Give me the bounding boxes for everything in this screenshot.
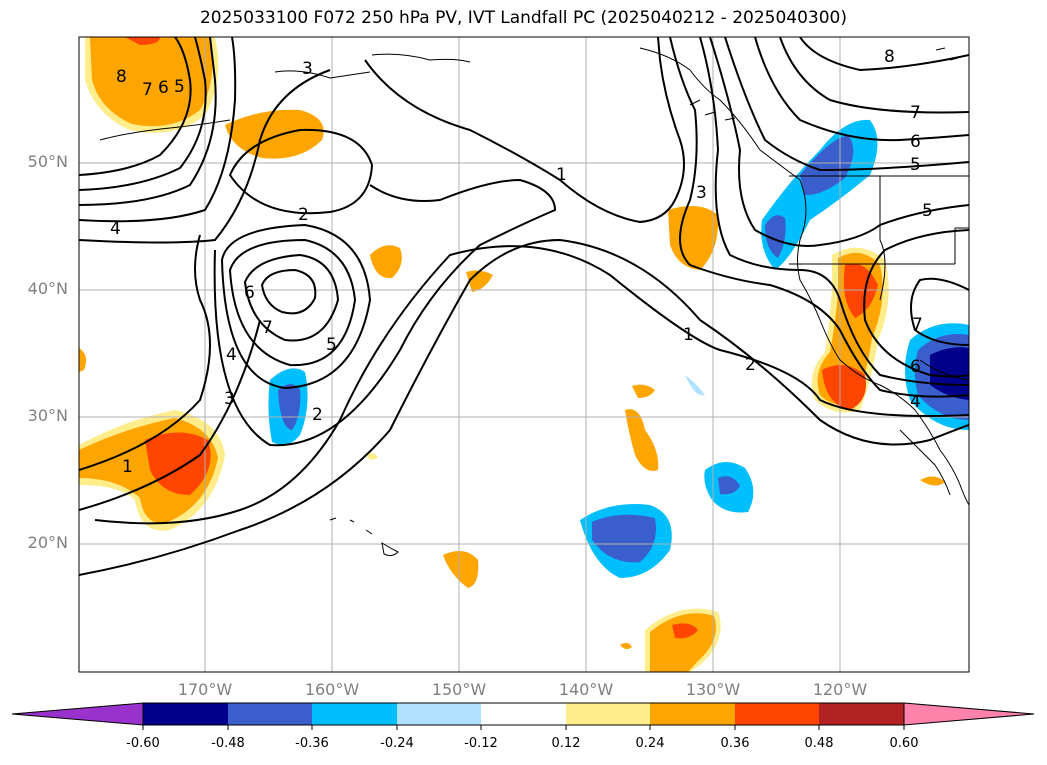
colorbar-segment (819, 703, 904, 725)
colorbar-segment (228, 703, 312, 725)
colorbar-tick-label: 0.24 (635, 736, 665, 751)
contour-label: 1 (683, 325, 694, 345)
graticule (79, 37, 969, 672)
contour-label: 4 (910, 392, 921, 412)
contour-label: 5 (922, 201, 933, 221)
colorbar-tick-label: 0.60 (889, 736, 919, 751)
colorbar-segment (566, 703, 650, 725)
colorbar-tick-label: -0.36 (295, 736, 329, 751)
ivt-contours (79, 37, 969, 576)
contour-label: 6 (244, 283, 255, 303)
contour-label: 7 (262, 318, 273, 338)
lat-label: 20°N (27, 533, 68, 552)
contour-label: 6 (158, 78, 169, 98)
colorbar-tick-label: -0.24 (380, 736, 414, 751)
contour-label: 3 (696, 183, 707, 203)
lat-label: 40°N (27, 279, 68, 298)
colorbar-segment (735, 703, 819, 725)
colorbar-tick-label: -0.48 (211, 736, 245, 751)
contour-label: 8 (116, 67, 127, 87)
contour-label: 7 (912, 315, 923, 335)
contour-label: 8 (884, 47, 895, 67)
map-title: 2025033100 F072 250 hPa PV, IVT Landfall… (199, 8, 847, 28)
positive-anomaly-shading (79, 37, 945, 672)
contour-label: 4 (226, 345, 237, 365)
colorbar-extend-max (903, 702, 1035, 726)
colorbar-extend-min (11, 702, 144, 726)
contour-label: 7 (142, 80, 153, 100)
colorbar-segment (143, 703, 228, 725)
lat-label: 50°N (27, 152, 68, 171)
lon-label: 160°W (304, 680, 360, 699)
contour-label: 6 (910, 357, 921, 377)
colorbar-tick-label: -0.12 (464, 736, 498, 751)
contour-label: 3 (224, 389, 235, 409)
colorbar (11, 702, 1035, 730)
contour-label: 5 (326, 335, 337, 355)
colorbar-tick-label: -0.60 (126, 736, 160, 751)
coastlines (99, 47, 969, 557)
contour-label: 3 (302, 59, 313, 79)
map-frame (78, 36, 970, 673)
lat-label: 30°N (27, 406, 68, 425)
contour-label: 1 (122, 457, 133, 477)
lon-label: 130°W (685, 680, 741, 699)
contour-label: 5 (910, 155, 921, 175)
contour-label: 6 (910, 132, 921, 152)
contour-label: 2 (298, 205, 309, 225)
contour-label: 5 (174, 77, 185, 97)
colorbar-outline (142, 702, 905, 726)
contour-label: 7 (910, 103, 921, 123)
lon-label: 120°W (812, 680, 868, 699)
contour-label: 4 (110, 219, 121, 239)
colorbar-segment (650, 703, 735, 725)
lon-label: 140°W (558, 680, 614, 699)
colorbar-segment (397, 703, 481, 725)
colorbar-tick-label: 0.12 (551, 736, 581, 751)
colorbar-segment (312, 703, 397, 725)
lon-label: 150°W (431, 680, 487, 699)
contour-label: 2 (745, 355, 756, 375)
contour-label: 2 (312, 405, 323, 425)
contour-labels: 8 7 6 5 3 4 2 1 6 7 5 4 3 2 1 3 1 2 8 7 … (110, 47, 933, 477)
colorbar-tick-label: 0.48 (804, 736, 834, 751)
contour-label: 1 (556, 165, 567, 185)
lon-label: 170°W (177, 680, 233, 699)
colorbar-tick-label: 0.36 (720, 736, 750, 751)
colorbar-segment (481, 703, 566, 725)
